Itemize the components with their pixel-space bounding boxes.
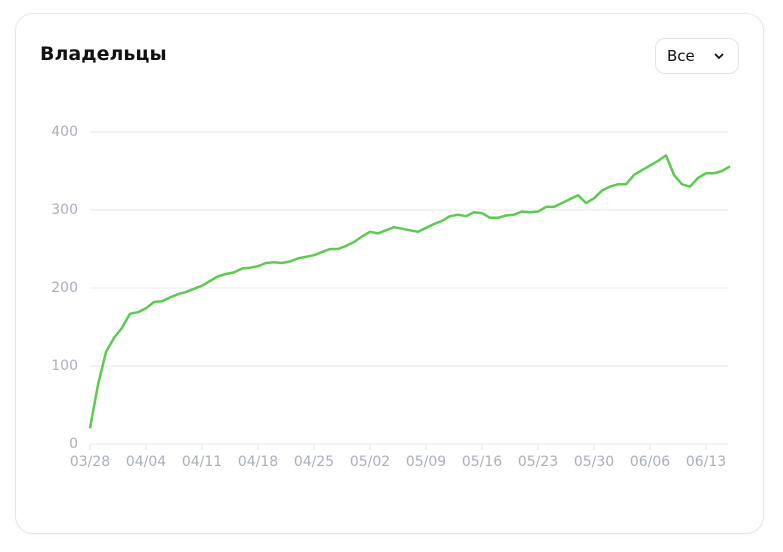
y-tick-label: 0 (69, 436, 78, 452)
data-line (88, 154, 731, 429)
y-tick-label: 100 (51, 358, 78, 374)
x-tick-label: 05/16 (462, 454, 502, 470)
card (15, 13, 764, 534)
chevron (714, 53, 724, 60)
filter-dropdown[interactable]: Все (655, 38, 739, 74)
x-tick-label: 03/28 (70, 454, 110, 470)
x-tick-label: 04/11 (182, 454, 222, 470)
y-tick-label: 200 (51, 280, 78, 296)
x-tick-label: 04/25 (294, 454, 334, 470)
x-tick-label: 05/23 (518, 454, 558, 470)
x-tick-label: 05/02 (350, 454, 390, 470)
y-tick-label: 400 (51, 124, 78, 140)
y-tick-label: 300 (51, 202, 78, 218)
card-title: Владельцы (40, 43, 167, 65)
x-tick-label: 06/06 (630, 454, 670, 470)
x-tick-label: 05/09 (406, 454, 446, 470)
x-tick-label: 06/13 (686, 454, 726, 470)
filter-label: Все (667, 47, 695, 65)
x-tick-label: 04/04 (126, 454, 166, 470)
x-tick-label: 05/30 (574, 454, 614, 470)
x-tick-label: 04/18 (238, 454, 278, 470)
